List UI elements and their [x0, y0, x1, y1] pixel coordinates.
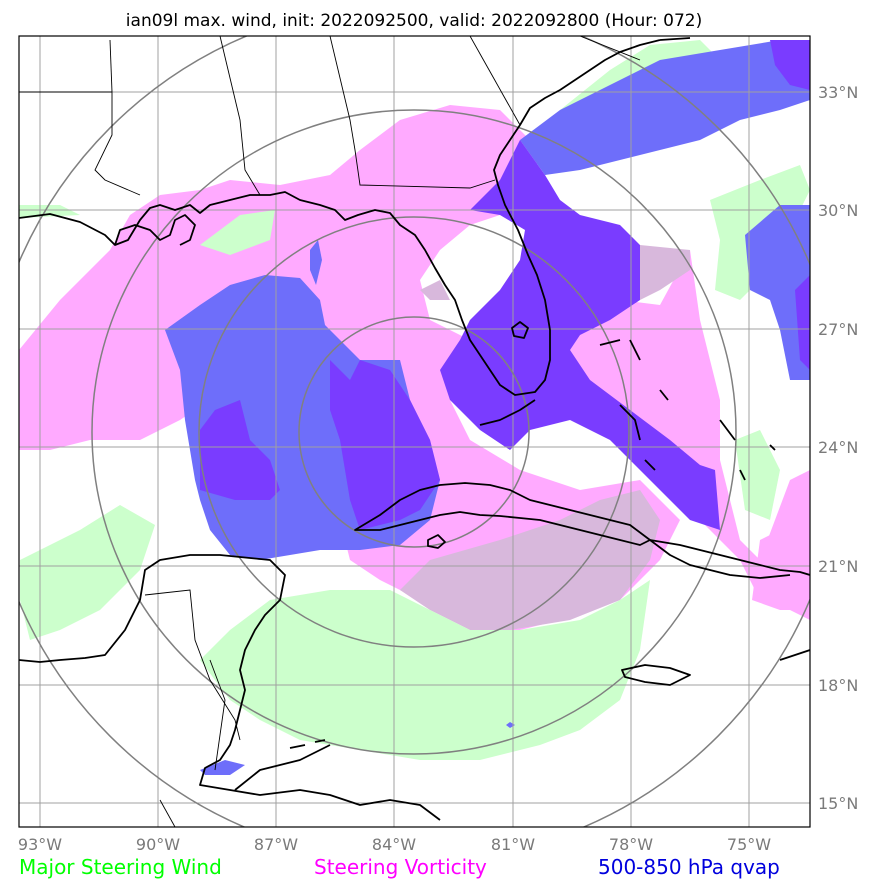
lon-tick-label: 90°W	[136, 835, 180, 854]
map-area	[19, 36, 810, 827]
political-borders	[19, 36, 641, 827]
figure-title: ian09l max. wind, init: 2022092500, vali…	[126, 11, 702, 31]
lat-tick-label: 30°N	[818, 201, 858, 220]
lat-tick-label: 15°N	[818, 794, 858, 813]
map-frame	[18, 35, 811, 828]
lon-tick-label: 81°W	[491, 835, 535, 854]
lon-tick-label: 87°W	[254, 835, 298, 854]
lat-tick-label: 24°N	[818, 438, 858, 457]
longitude-labels: 93°W 90°W 87°W 84°W 81°W 78°W 75°W	[18, 835, 771, 854]
qvap-strong-field	[200, 40, 810, 530]
lon-tick-label: 75°W	[727, 835, 771, 854]
lon-tick-label: 93°W	[18, 835, 62, 854]
lat-tick-label: 21°N	[818, 557, 858, 576]
lon-tick-label: 78°W	[609, 835, 653, 854]
legend: Major Steering Wind Steering Vorticity 5…	[19, 855, 780, 879]
range-rings	[19, 36, 810, 827]
latitude-labels: 33°N 30°N 27°N 24°N 21°N 18°N 15°N	[818, 83, 858, 813]
legend-vorticity: Steering Vorticity	[314, 855, 487, 879]
lon-tick-label: 84°W	[372, 835, 416, 854]
lat-tick-label: 33°N	[818, 83, 858, 102]
lat-tick-label: 27°N	[818, 320, 858, 339]
lat-lon-grid	[19, 36, 810, 827]
legend-qvap: 500-850 hPa qvap	[598, 855, 780, 879]
coastlines	[19, 37, 810, 821]
lat-tick-label: 18°N	[818, 676, 858, 695]
legend-wind: Major Steering Wind	[19, 855, 222, 879]
